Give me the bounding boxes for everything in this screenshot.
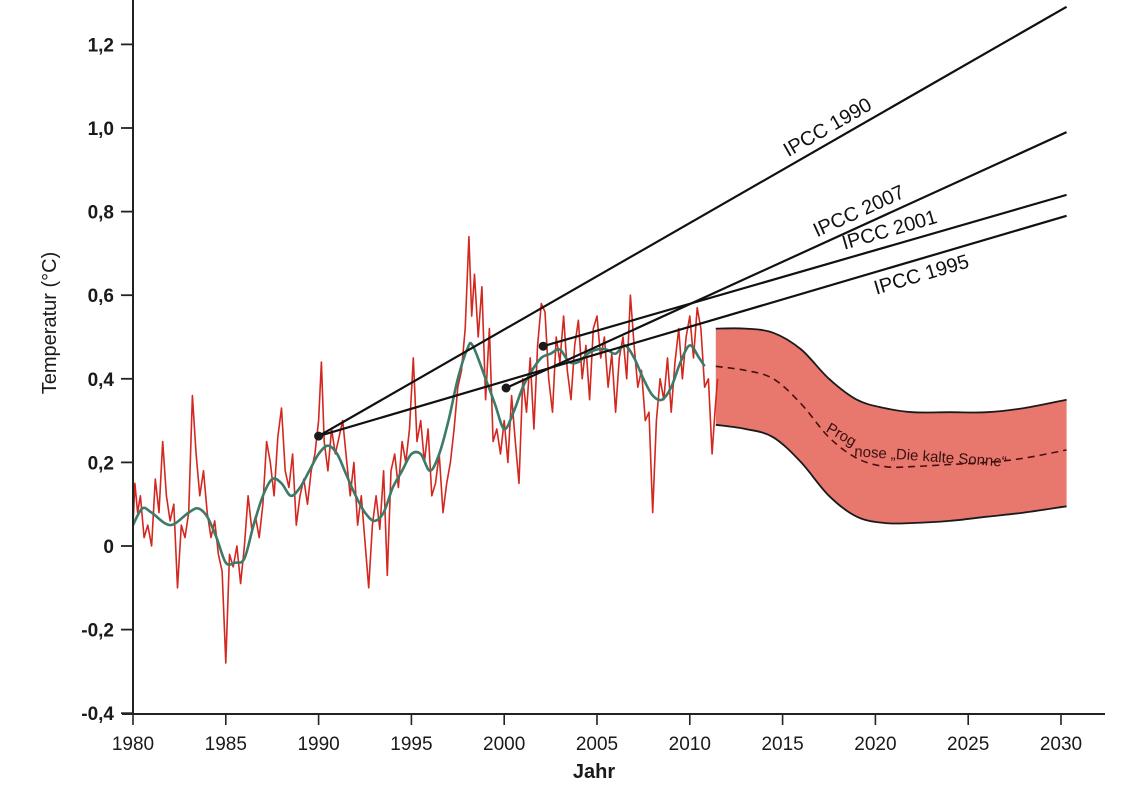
x-tick-label: 2010 [669,734,711,755]
ticks-layer: -0,4 -0,2 0 0,2 0,4 0,6 0,8 1,0 1,2 1980 1985 1990 1… [81,35,1082,755]
ipcc-1990-label: IPCC 1990 [780,94,876,162]
axes-layer [122,0,1105,715]
y-tick-label: 0,2 [88,453,114,474]
x-tick-label: 2005 [576,734,618,755]
x-tick-label: 1995 [390,734,432,755]
observed-temperature-line [132,235,719,664]
x-tick-label: 2030 [1040,734,1082,755]
x-tick-label: 1990 [297,734,339,755]
y-tick-label: 1,0 [88,119,114,140]
projection-start-point [314,431,324,441]
y-tick-label: 0 [103,537,114,558]
y-tick-label: 0,4 [88,370,115,391]
smoothed-temperature-line [131,341,706,567]
ipcc-1990-projection-line [318,5,1068,438]
y-tick-label: 1,2 [88,35,114,56]
y-tick-label: 0,8 [88,203,114,224]
ipcc-2007-projection-line [505,131,1068,389]
ipcc-2001-projection-line [542,193,1067,348]
y-tick-label: 0,6 [88,286,114,307]
y-tick-label: -0,4 [81,704,114,725]
x-tick-label: 1980 [112,734,154,755]
series-layer [131,235,719,664]
y-tick-label: -0,2 [81,621,114,642]
x-tick-label: 2025 [947,734,989,755]
x-tick-label: 2000 [483,734,525,755]
prognose-band [715,328,1067,524]
ipcc-1995-projection-line [318,214,1067,438]
prognose-lower-bound [715,423,1067,525]
x-tick-label: 1985 [205,734,247,755]
projection-start-point [501,383,511,393]
x-tick-label: 2020 [854,734,896,755]
x-tick-label: 2015 [761,734,803,755]
y-axis-title: Temperatur (°C) [39,252,61,394]
x-axis-title: Jahr [573,761,615,783]
prognose-upper-bound [715,327,1067,414]
projection-start-point [538,341,548,351]
